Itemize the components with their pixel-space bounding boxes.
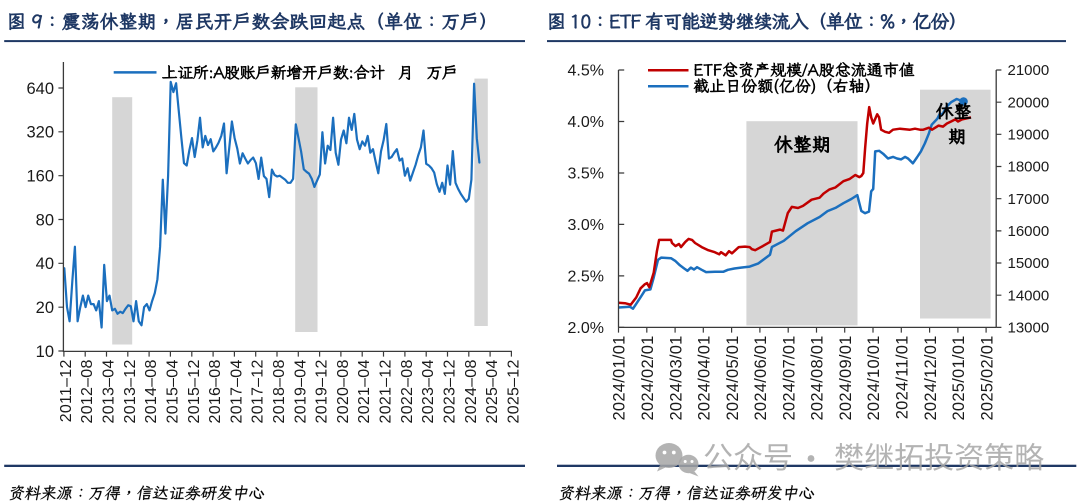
svg-text:20: 20 [36,299,54,317]
svg-text:14000: 14000 [1008,287,1050,304]
svg-text:2025–12: 2025–12 [505,359,522,423]
svg-text:13000: 13000 [1008,320,1050,337]
svg-text:4.0%: 4.0% [568,114,604,131]
svg-text:2024/07/01: 2024/07/01 [780,335,798,420]
svg-text:2024/08/01: 2024/08/01 [809,335,827,420]
svg-text:2023–12: 2023–12 [442,359,459,423]
svg-text:2021–12: 2021–12 [378,359,395,423]
svg-text:2025/02/01: 2025/02/01 [978,335,996,420]
svg-text:2017–12: 2017–12 [250,359,267,423]
svg-text:2017–04: 2017–04 [228,359,245,423]
svg-text:2024/09/01: 2024/09/01 [837,335,855,420]
svg-text:16000: 16000 [1008,223,1050,240]
svg-text:2024/01/01: 2024/01/01 [611,335,629,420]
svg-text:2015–12: 2015–12 [186,359,203,423]
svg-text:2019–12: 2019–12 [314,359,331,423]
svg-text:21000: 21000 [1008,62,1050,79]
svg-text:2024/03/01: 2024/03/01 [667,335,685,420]
svg-text:18000: 18000 [1008,159,1050,176]
svg-text:2021–04: 2021–04 [356,359,373,423]
svg-text:2016–08: 2016–08 [207,359,224,423]
svg-text:3.0%: 3.0% [568,217,604,234]
svg-text:2.0%: 2.0% [568,320,604,337]
svg-text:17000: 17000 [1008,191,1050,208]
svg-text:160: 160 [26,168,54,186]
svg-text:640: 640 [26,80,54,98]
svg-text:2015–04: 2015–04 [164,359,181,423]
svg-text:2020–08: 2020–08 [335,359,352,423]
svg-text:2011–12: 2011–12 [58,359,75,422]
svg-text:2024/05/01: 2024/05/01 [724,335,742,420]
svg-text:80: 80 [36,211,54,229]
svg-text:2013–04: 2013–04 [101,359,118,423]
svg-text:2024–08: 2024–08 [463,359,480,423]
svg-text:2023–04: 2023–04 [420,359,437,423]
svg-text:10: 10 [36,343,54,361]
svg-text:2025–04: 2025–04 [484,359,501,423]
svg-text:2014–08: 2014–08 [143,359,160,423]
svg-text:2012–08: 2012–08 [79,359,96,423]
svg-text:2024/12/01: 2024/12/01 [922,335,940,420]
svg-text:2022–08: 2022–08 [399,359,416,423]
svg-text:4.5%: 4.5% [568,62,604,79]
svg-text:2018–08: 2018–08 [271,359,288,423]
svg-text:20000: 20000 [1008,94,1050,111]
svg-text:3.5%: 3.5% [568,165,604,182]
svg-text:19000: 19000 [1008,127,1050,144]
svg-text:15000: 15000 [1008,255,1050,272]
svg-text:2024/02/01: 2024/02/01 [639,335,657,420]
svg-text:2.5%: 2.5% [568,268,604,285]
svg-text:2024/06/01: 2024/06/01 [752,335,770,420]
svg-text:2025/01/01: 2025/01/01 [950,335,968,420]
svg-text:2019–04: 2019–04 [292,359,309,423]
svg-text:320: 320 [26,124,54,142]
svg-text:2024/10/01: 2024/10/01 [865,335,883,420]
svg-text:2024/11/01: 2024/11/01 [894,335,912,419]
svg-text:2013–12: 2013–12 [122,359,139,423]
svg-text:2024/04/01: 2024/04/01 [696,335,714,420]
svg-text:40: 40 [36,255,54,273]
